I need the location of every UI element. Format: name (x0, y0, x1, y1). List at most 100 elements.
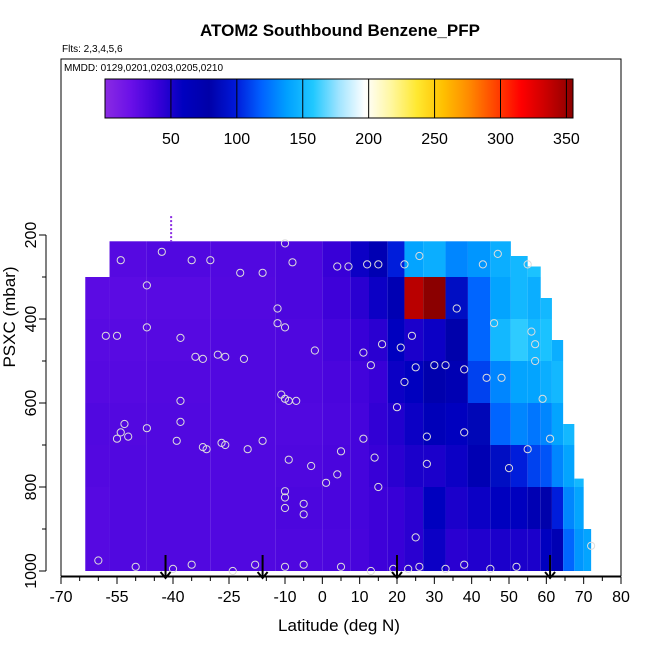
sample-point (392, 403, 402, 412)
field-cell (527, 277, 541, 319)
sample-point (359, 434, 368, 443)
field-cell (551, 487, 564, 529)
sample-point (321, 478, 331, 487)
colorbar-tick-label: 300 (487, 131, 514, 148)
field-cell (369, 445, 388, 487)
field-cell (210, 529, 276, 571)
field-cell (109, 361, 147, 403)
field-cell (146, 403, 211, 445)
sample-point (198, 354, 207, 363)
colorbar-tick-label: 100 (223, 131, 250, 148)
field-cell (387, 277, 405, 319)
sample-point (400, 260, 409, 269)
field-cell (85, 277, 110, 319)
field-cell (369, 529, 388, 571)
field-cell (322, 241, 351, 277)
sample-point (460, 428, 469, 437)
field-cell (467, 319, 491, 361)
y-tick-label: 600 (23, 390, 40, 417)
field-cell (467, 241, 491, 277)
sample-point (176, 396, 185, 405)
sample-point (284, 455, 293, 464)
field-cell (404, 361, 424, 403)
field-cell (404, 445, 424, 487)
sample-point (101, 331, 110, 340)
field-cell (369, 241, 388, 277)
sample-point (299, 499, 308, 508)
y-tick-label: 400 (23, 306, 40, 333)
field-cell (146, 361, 211, 403)
field-cell (322, 277, 351, 319)
field-cell (551, 529, 564, 571)
field-cell (350, 277, 369, 319)
x-tick-label: -10 (273, 589, 296, 606)
x-tick-label: -70 (49, 589, 72, 606)
field-cell (540, 298, 552, 319)
field-cell (540, 487, 552, 529)
field-cell (490, 361, 511, 403)
x-tick-label: 0 (318, 589, 327, 606)
field-cell (423, 319, 446, 361)
field-cell (275, 529, 323, 571)
sample-point (187, 560, 196, 569)
field-cell (527, 361, 541, 403)
field-cell (85, 361, 110, 403)
sample-point (280, 239, 290, 248)
field-cell (350, 361, 369, 403)
field-cell (490, 277, 511, 319)
field-cell (109, 277, 147, 319)
x-tick-label: 50 (500, 589, 518, 606)
sample-point (288, 258, 297, 267)
field-cell (404, 241, 424, 277)
sample-point (531, 356, 540, 366)
field-cell (275, 277, 323, 319)
field-cell (563, 424, 575, 445)
sample-point (251, 560, 260, 569)
field-cell (467, 529, 491, 571)
dates-note: MMDD: 0129,0201,0203,0205,0210 (64, 63, 223, 74)
sample-point (422, 432, 431, 441)
sample-point (486, 564, 495, 574)
field-cell (109, 445, 147, 487)
field-cell (404, 487, 424, 529)
sample-point (131, 562, 140, 571)
field-cell (540, 529, 552, 571)
sample-point (396, 343, 405, 352)
latitude-marker-head (256, 571, 269, 580)
sample-point (441, 564, 450, 574)
field-cell (490, 241, 511, 277)
field-cell (510, 361, 528, 403)
field-cell (275, 445, 323, 487)
field-cell (423, 487, 446, 529)
sample-point (176, 333, 185, 342)
x-tick-label: -25 (217, 589, 240, 606)
field-cell (490, 487, 511, 529)
field-cell (423, 361, 446, 403)
sample-point (404, 564, 413, 574)
sample-point (187, 256, 196, 265)
field-cell (540, 403, 552, 445)
sample-point (202, 445, 211, 454)
field-cell (510, 277, 528, 319)
sample-point (422, 459, 431, 468)
x-axis-label: Latitude (deg N) (278, 616, 400, 635)
field-cell (510, 529, 528, 571)
x-tick-label: 20 (388, 589, 406, 606)
field-cell (369, 319, 388, 361)
sample-point (489, 319, 499, 328)
field-cell (510, 487, 528, 529)
sample-point (441, 361, 450, 370)
field-cell (445, 361, 468, 403)
sample-point (430, 361, 439, 370)
sample-point (273, 319, 282, 328)
field-cell (369, 277, 388, 319)
sample-point (142, 424, 151, 433)
sample-point (460, 365, 469, 374)
field-cell (467, 403, 491, 445)
field-cell (551, 403, 564, 445)
field-cell (369, 361, 388, 403)
sample-point (124, 432, 133, 441)
y-axis-label: PSXC (mbar) (0, 266, 19, 367)
x-tick-label: 80 (612, 589, 630, 606)
colorbar-tick-label: 50 (162, 131, 180, 148)
